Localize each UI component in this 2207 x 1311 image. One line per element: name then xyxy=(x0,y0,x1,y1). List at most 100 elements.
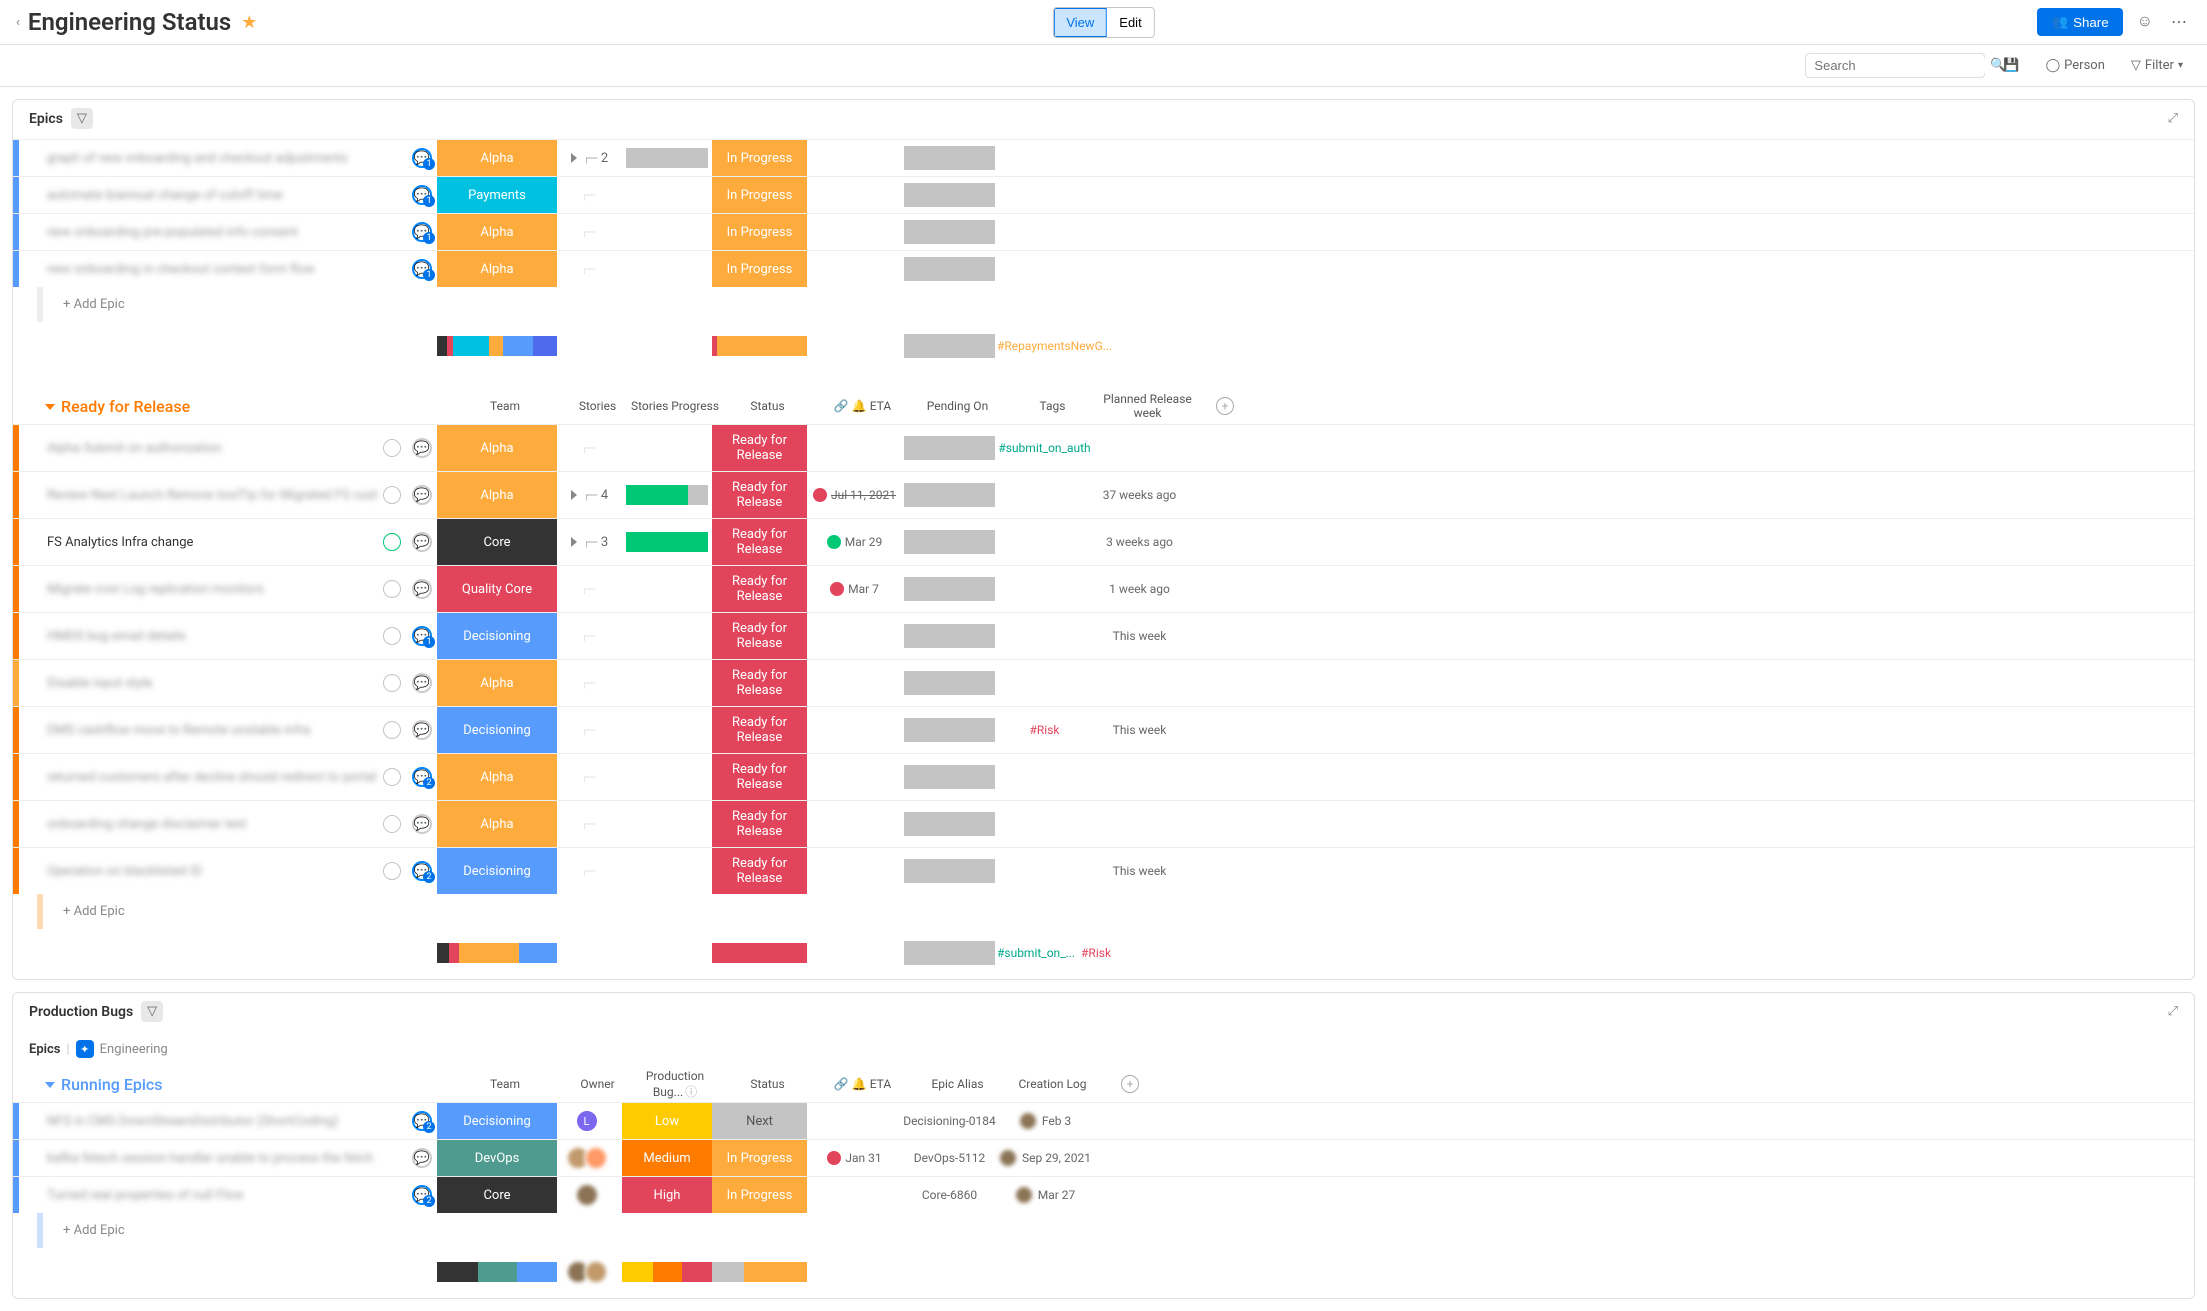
check-icon[interactable] xyxy=(377,533,407,551)
filter-toggle[interactable]: ▽ Filter ▾ xyxy=(2123,54,2191,77)
pending-cell[interactable] xyxy=(904,812,995,836)
check-icon[interactable] xyxy=(377,580,407,598)
team-cell[interactable]: Alpha xyxy=(437,251,557,287)
status-cell[interactable]: In Progress xyxy=(712,1177,807,1213)
table-row[interactable]: Operation on blacklisted ID 💬2 Decisioni… xyxy=(13,847,2194,894)
team-cell[interactable]: Alpha xyxy=(437,660,557,706)
eta-cell[interactable]: Jan 31 xyxy=(807,1151,902,1165)
owner-cell[interactable] xyxy=(557,1146,622,1170)
chat-icon[interactable]: 💬1 xyxy=(407,259,437,279)
stories-cell[interactable]: ⎿ xyxy=(557,675,622,691)
priority-cell[interactable]: Low xyxy=(622,1103,712,1139)
table-row[interactable]: returned customers after decline should … xyxy=(13,753,2194,800)
col2-add[interactable]: + xyxy=(1100,1075,1160,1093)
team-cell[interactable]: Core xyxy=(437,1177,557,1213)
chat-icon[interactable]: 💬1 xyxy=(407,148,437,168)
status-cell[interactable]: Ready for Release xyxy=(712,472,807,518)
table-row[interactable]: Alpha Submit on authorization 💬 Alpha ⎿ … xyxy=(13,424,2194,471)
team-cell[interactable]: Alpha xyxy=(437,425,557,471)
chat-icon[interactable]: 💬1 xyxy=(407,222,437,242)
table-row[interactable]: Turned real properties of null Flow 💬2 C… xyxy=(13,1176,2194,1213)
team-cell[interactable]: Decisioning xyxy=(437,848,557,894)
status-cell[interactable]: Ready for Release xyxy=(712,660,807,706)
back-icon[interactable]: ‹ xyxy=(16,15,20,30)
check-icon[interactable] xyxy=(377,721,407,739)
status-cell[interactable]: Ready for Release xyxy=(712,613,807,659)
pending-cell[interactable] xyxy=(904,436,995,460)
team-cell[interactable]: Alpha xyxy=(437,754,557,800)
table-row[interactable]: new onboarding pre-populated info consen… xyxy=(13,213,2194,250)
team-cell[interactable]: Quality Core xyxy=(437,566,557,612)
stories-cell[interactable]: ⎿ 3 xyxy=(557,534,622,550)
view-button[interactable]: View xyxy=(1053,8,1107,37)
pending-cell[interactable] xyxy=(904,483,995,507)
team-cell[interactable]: Alpha xyxy=(437,801,557,847)
search-input[interactable] xyxy=(1814,58,1990,73)
check-icon[interactable] xyxy=(377,674,407,692)
owner-cell[interactable] xyxy=(557,1183,622,1207)
status-cell[interactable]: Ready for Release xyxy=(712,848,807,894)
top-summary-tag[interactable]: #RepaymentsNewG... xyxy=(997,339,1112,353)
table-row[interactable]: onboarding change disclaimer text 💬 Alph… xyxy=(13,800,2194,847)
pending-cell[interactable] xyxy=(904,183,995,207)
chat-icon[interactable]: 💬1 xyxy=(407,185,437,205)
table-row[interactable]: automate biannual change of cutoff time … xyxy=(13,176,2194,213)
pending-cell[interactable] xyxy=(904,624,995,648)
chat-icon[interactable]: 💬2 xyxy=(407,767,437,787)
bc-epics[interactable]: Epics xyxy=(29,1042,60,1057)
epics-filter-icon[interactable]: ▽ xyxy=(71,108,93,129)
eta-cell[interactable]: Mar 7 xyxy=(807,582,902,596)
eta-cell[interactable]: Mar 29 xyxy=(807,535,902,549)
team-cell[interactable]: Payments xyxy=(437,177,557,213)
stories-cell[interactable]: ⎿ 2 xyxy=(557,150,622,166)
person-filter[interactable]: ◯ Person xyxy=(2038,54,2113,77)
save-view-icon[interactable]: 💾 xyxy=(1995,54,2027,77)
status-cell[interactable]: Ready for Release xyxy=(712,519,807,565)
pending-cell[interactable] xyxy=(904,530,995,554)
status-cell[interactable]: In Progress xyxy=(712,214,807,250)
expand-epics-icon[interactable]: ⤢ xyxy=(2168,111,2178,126)
stories-cell[interactable]: ⎿ xyxy=(557,722,622,738)
status-cell[interactable]: Ready for Release xyxy=(712,566,807,612)
chat-icon[interactable]: 💬 xyxy=(407,579,437,599)
stories-cell[interactable]: ⎿ xyxy=(557,863,622,879)
pending-cell[interactable] xyxy=(904,859,995,883)
check-icon[interactable] xyxy=(377,768,407,786)
chat-icon[interactable]: 💬 xyxy=(407,532,437,552)
pending-cell[interactable] xyxy=(904,220,995,244)
eta-cell[interactable]: Jul 11, 2021 xyxy=(807,488,902,502)
table-row[interactable]: Review Next Launch Remove toolTip for Mi… xyxy=(13,471,2194,518)
pending-cell[interactable] xyxy=(904,671,995,695)
table-row[interactable]: NFS in CMS DownStreamDistributor (ShortC… xyxy=(13,1102,2194,1139)
chat-icon[interactable]: 💬2 xyxy=(407,1185,437,1205)
pending-cell[interactable] xyxy=(904,146,995,170)
table-row[interactable]: new onboarding in checkout context form … xyxy=(13,250,2194,287)
bc-engineering[interactable]: Engineering xyxy=(100,1042,168,1057)
table-row[interactable]: kafka fetech session handler unable to p… xyxy=(13,1139,2194,1176)
pending-cell[interactable] xyxy=(904,577,995,601)
pending-cell[interactable] xyxy=(904,257,995,281)
chat-icon[interactable]: 💬1 xyxy=(407,626,437,646)
group-running-name[interactable]: Running Epics xyxy=(61,1075,163,1094)
group-ready-name[interactable]: Ready for Release xyxy=(61,397,190,416)
table-row[interactable]: graph of new onboarding and checkout adj… xyxy=(13,139,2194,176)
priority-cell[interactable]: High xyxy=(622,1177,712,1213)
status-cell[interactable]: In Progress xyxy=(712,177,807,213)
pending-cell[interactable] xyxy=(904,718,995,742)
table-row[interactable]: FS Analytics Infra change 💬 Core ⎿ 3 Rea… xyxy=(13,518,2194,565)
tag-cell[interactable]: #submit_on_auth xyxy=(997,441,1092,455)
more-menu-icon[interactable]: ⋯ xyxy=(2167,8,2191,36)
check-icon[interactable] xyxy=(377,627,407,645)
check-icon[interactable] xyxy=(377,862,407,880)
stories-cell[interactable]: ⎿ xyxy=(557,816,622,832)
stories-cell[interactable]: ⎿ xyxy=(557,261,622,277)
check-icon[interactable] xyxy=(377,486,407,504)
col-add[interactable]: + xyxy=(1195,397,1255,415)
favorite-star-icon[interactable]: ★ xyxy=(241,12,257,33)
table-row[interactable]: HMDS bug email details 💬1 Decisioning ⎿ … xyxy=(13,612,2194,659)
stories-cell[interactable]: ⎿ xyxy=(557,581,622,597)
priority-cell[interactable]: Medium xyxy=(622,1140,712,1176)
chat-icon[interactable]: 💬 xyxy=(407,720,437,740)
stories-cell[interactable]: ⎿ xyxy=(557,224,622,240)
status-cell[interactable]: Ready for Release xyxy=(712,754,807,800)
